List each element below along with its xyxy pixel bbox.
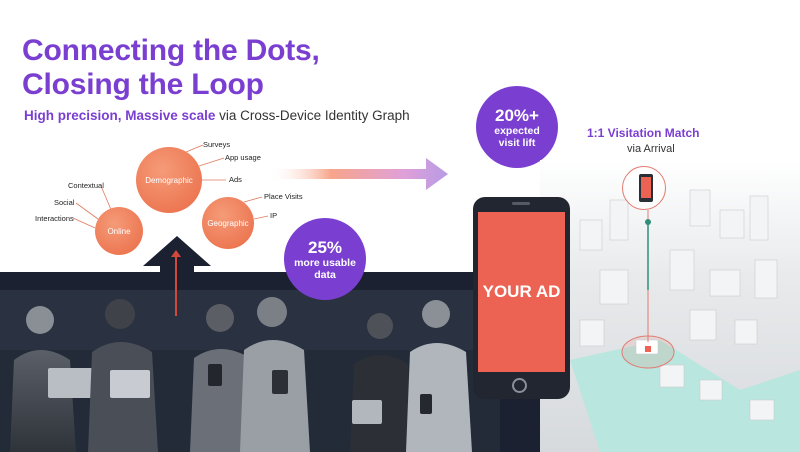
stat-visit-lift-line2: visit lift xyxy=(498,136,536,149)
subtitle-strong: High precision, Massive scale xyxy=(24,108,216,123)
visitation-subtitle: via Arrival xyxy=(627,143,675,155)
bubble-online: Online xyxy=(95,207,143,255)
connector-social xyxy=(75,202,99,220)
stat-usable-data-line2: data xyxy=(314,268,336,281)
label-ip: IP xyxy=(270,211,278,220)
stat-visit-lift-line1: expected xyxy=(494,124,540,137)
stat-visit-lift-value: 20%+ xyxy=(495,105,539,125)
person-4 xyxy=(240,297,310,452)
page-title: Connecting the Dots, Closing the Loop xyxy=(22,34,442,102)
connector-app-usage xyxy=(198,157,225,167)
bubble-geographic-label: Geographic xyxy=(207,218,249,228)
label-app-usage: App usage xyxy=(225,153,261,162)
city-map xyxy=(540,160,800,452)
label-place-visits: Place Visits xyxy=(264,192,303,201)
label-ads: Ads xyxy=(229,175,242,184)
stat-visit-lift: 20%+ expected visit lift xyxy=(476,86,558,168)
person-2 xyxy=(88,299,158,452)
red-arrow-line xyxy=(175,254,177,316)
person-1 xyxy=(10,306,96,452)
stat-usable-data: 25% more usable data xyxy=(284,218,366,300)
red-arrow-head-icon xyxy=(171,250,181,257)
phone-ad-text: YOUR AD xyxy=(482,282,561,301)
bubble-demographic: Demographic xyxy=(136,147,202,213)
connector-ip xyxy=(253,215,269,220)
stat-usable-data-value: 25% xyxy=(307,237,343,257)
phone-camera xyxy=(512,202,530,205)
stat-usable-data-line1: more usable xyxy=(294,256,356,269)
person-5 xyxy=(350,313,414,452)
title-line-1: Connecting the Dots, xyxy=(22,34,320,67)
subtitle: High precision, Massive scale via Cross-… xyxy=(24,108,410,123)
label-social: Social xyxy=(54,198,75,207)
subtitle-rest: via Cross-Device Identity Graph xyxy=(219,108,410,123)
gradient-arrow-icon xyxy=(268,158,448,190)
phone-ad-screen: YOUR AD xyxy=(478,212,565,372)
label-interactions: Interactions xyxy=(35,214,74,223)
connector-interactions xyxy=(72,217,96,229)
person-6 xyxy=(406,300,472,452)
title-line-2: Closing the Loop xyxy=(22,68,264,101)
mini-phone-screen xyxy=(641,177,651,198)
connector-surveys xyxy=(185,144,204,153)
up-arrow-stem xyxy=(160,265,194,275)
people-photo xyxy=(0,290,500,452)
phone-home-button xyxy=(512,378,527,393)
visitation-title: 1:1 Visitation Match xyxy=(587,126,700,140)
label-contextual: Contextual xyxy=(68,181,104,190)
bubble-online-label: Online xyxy=(107,226,131,236)
label-surveys: Surveys xyxy=(203,140,231,149)
connector-place-visits xyxy=(243,196,263,203)
person-3 xyxy=(190,304,256,452)
bubble-demographic-label: Demographic xyxy=(145,175,193,185)
